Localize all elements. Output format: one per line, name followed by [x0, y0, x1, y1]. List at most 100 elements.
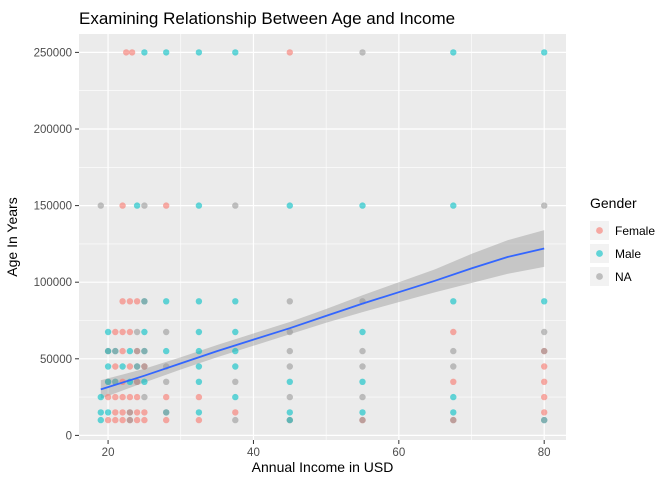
point-na [541, 416, 548, 424]
point-na [286, 328, 293, 336]
legend-title: Gender [590, 195, 637, 211]
point-na [126, 416, 134, 424]
point-female [112, 409, 119, 416]
point-na [232, 202, 239, 209]
point-male [195, 298, 203, 305]
y-tick-label: 250000 [34, 47, 72, 59]
point-female [119, 347, 126, 355]
point-male [97, 416, 105, 424]
point-male [541, 298, 548, 305]
point-female [450, 328, 457, 336]
point-male [450, 49, 457, 56]
point-male [97, 393, 105, 401]
point-na [541, 328, 548, 336]
trend-line-layer [100, 247, 545, 391]
point-na [163, 378, 170, 385]
point-male [104, 347, 112, 355]
point-male [359, 328, 366, 336]
major-gridlines [79, 34, 566, 440]
point-female [128, 49, 136, 56]
point-na [450, 363, 457, 370]
point-male [232, 49, 239, 56]
point-male [359, 409, 366, 416]
point-female [141, 416, 148, 424]
point-na [286, 363, 293, 370]
point-male [286, 416, 293, 424]
point-male [195, 363, 203, 370]
point-female [119, 202, 126, 209]
confidence-band-area [100, 230, 545, 399]
point-na [541, 347, 548, 355]
point-male [450, 202, 457, 209]
point-na [141, 393, 148, 401]
y-tick-label: 0 [66, 430, 72, 442]
x-axis-title: Annual Income in USD [252, 459, 394, 475]
point-male [195, 202, 203, 209]
y-tick-label: 100000 [34, 277, 72, 289]
point-male [232, 298, 239, 305]
data-points [97, 49, 548, 424]
point-na [359, 363, 366, 370]
point-female [119, 393, 126, 401]
point-na [359, 393, 366, 401]
legend-label-na: NA [615, 270, 632, 284]
point-male [163, 49, 170, 56]
x-tick-label: 40 [247, 447, 260, 459]
point-female [112, 416, 119, 424]
point-na [141, 202, 148, 209]
x-tick-label: 60 [392, 447, 405, 459]
point-female [541, 378, 548, 385]
point-male [126, 347, 134, 355]
point-na [232, 378, 239, 385]
point-female [141, 409, 148, 416]
point-na [286, 393, 293, 401]
point-female [126, 363, 134, 370]
point-male [119, 363, 126, 370]
point-female [133, 298, 141, 305]
confidence-band [100, 230, 545, 399]
point-na [112, 347, 119, 355]
point-male [195, 347, 203, 355]
point-female [541, 363, 548, 370]
point-male [450, 409, 457, 416]
point-male [232, 363, 239, 370]
point-female [163, 202, 170, 209]
point-female [541, 409, 548, 416]
point-male [541, 49, 548, 56]
point-male [450, 393, 457, 401]
legend-swatch-male [596, 250, 603, 257]
point-na [450, 416, 457, 424]
point-male [232, 393, 239, 401]
point-na [133, 328, 141, 336]
point-male [195, 49, 203, 56]
point-female [133, 393, 141, 401]
point-na [359, 347, 366, 355]
point-male [104, 328, 112, 336]
point-male [133, 202, 141, 209]
point-na [359, 416, 366, 424]
point-na [133, 363, 141, 370]
point-female [133, 409, 141, 416]
point-na [541, 202, 548, 209]
point-female [126, 328, 134, 336]
point-male [163, 347, 170, 355]
point-na [359, 49, 366, 56]
plot-panel [79, 34, 566, 440]
y-tick-label: 200000 [34, 124, 72, 136]
point-female [126, 298, 134, 305]
point-female [112, 328, 119, 336]
point-male [286, 378, 293, 385]
point-male [104, 378, 112, 385]
point-na [232, 416, 239, 424]
point-female [112, 363, 119, 370]
x-tick-label: 80 [538, 447, 551, 459]
x-tick-label: 20 [102, 447, 115, 459]
point-male [359, 378, 366, 385]
point-male [141, 328, 148, 336]
point-female [104, 416, 112, 424]
trend-line [100, 247, 545, 391]
point-male [359, 202, 366, 209]
point-female [126, 393, 134, 401]
point-na [97, 202, 105, 209]
